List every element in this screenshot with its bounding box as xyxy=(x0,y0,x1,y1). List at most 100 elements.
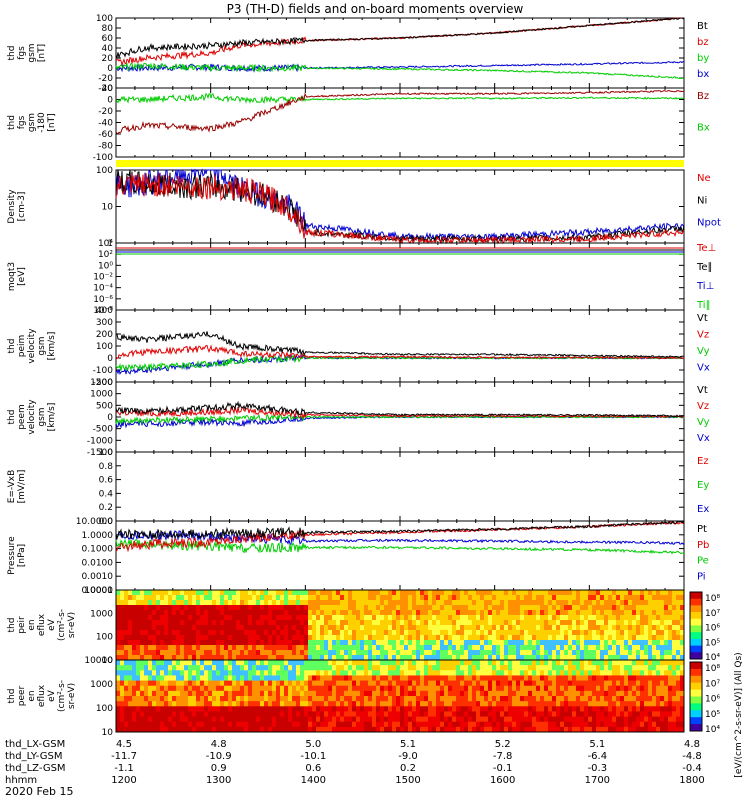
spectrogram-cell xyxy=(248,600,253,606)
spectrogram-cell xyxy=(448,625,453,631)
ion-colorbar-cell xyxy=(690,605,702,613)
spectrogram-cell xyxy=(616,620,621,626)
spectrogram-cell xyxy=(456,625,461,631)
spectrogram-cell xyxy=(396,690,401,697)
spectrogram-cell xyxy=(296,620,301,626)
spectrogram-cell xyxy=(352,660,357,666)
spectrogram-cell xyxy=(368,650,373,656)
spectrogram-cell xyxy=(140,665,145,671)
y-tick-label: 0.4 xyxy=(99,489,114,499)
spectrogram-cell xyxy=(620,590,625,596)
spectrogram-cell xyxy=(152,630,157,636)
spectrogram-cell xyxy=(448,716,453,723)
spectrogram-cell xyxy=(396,620,401,626)
spectrogram-cell xyxy=(188,640,193,646)
spectrogram-cell xyxy=(196,605,201,611)
spectrogram-cell xyxy=(680,716,685,723)
spectrogram-cell xyxy=(524,701,529,707)
spectrogram-cell xyxy=(240,605,245,611)
spectrogram-cell xyxy=(324,701,329,707)
spectrogram-cell xyxy=(500,655,505,661)
spectrogram-cell xyxy=(136,711,141,718)
spectrogram-cell xyxy=(380,590,385,596)
spectrogram-cell xyxy=(404,716,409,723)
spectrogram-cell xyxy=(312,635,317,641)
spectrogram-cell xyxy=(452,640,457,646)
spectrogram-cell xyxy=(208,701,213,707)
panel-ion-spectrogram: thd peir en eflux eV (cm²-s-sr-eV)10000100010… xyxy=(7,586,685,666)
spectrogram-cell xyxy=(400,615,405,621)
spectrogram-cell xyxy=(664,595,669,601)
spectrogram-cell xyxy=(440,605,445,611)
spectrogram-cell xyxy=(428,670,433,676)
spectrogram-cell xyxy=(124,665,129,671)
spectrogram-cell xyxy=(292,635,297,641)
spectrogram-cell xyxy=(176,650,181,656)
spectrogram-cell xyxy=(420,680,425,687)
spectrogram-cell xyxy=(276,706,281,712)
spectrogram-cell xyxy=(184,625,189,631)
spectrogram-cell xyxy=(608,701,613,707)
spectrogram-cell xyxy=(428,630,433,636)
spectrogram-cell xyxy=(596,721,601,728)
spectrogram-cell xyxy=(640,685,645,692)
spectrogram-cell xyxy=(240,670,245,676)
spectrogram-cell xyxy=(664,675,669,682)
spectrogram-cell xyxy=(628,685,633,692)
spectrogram-cell xyxy=(312,675,317,682)
spectrogram-cell xyxy=(424,650,429,656)
spectrogram-cell xyxy=(124,670,129,676)
spectrogram-cell xyxy=(240,610,245,616)
ion-colorbar-cell xyxy=(690,598,702,606)
spectrogram-cell xyxy=(680,645,685,651)
spectrogram-cell xyxy=(664,670,669,676)
spectrogram-cell xyxy=(244,635,249,641)
spectrogram-cell xyxy=(144,716,149,723)
spectrogram-cell xyxy=(340,680,345,687)
spectrogram-cell xyxy=(376,610,381,616)
spectrogram-cell xyxy=(136,655,141,661)
spectrogram-cell xyxy=(372,726,377,733)
spectrogram-cell xyxy=(592,716,597,723)
spectrogram-cell xyxy=(152,701,157,707)
spectrogram-cell xyxy=(172,716,177,723)
spectrogram-cell xyxy=(160,595,165,601)
spectrogram-cell xyxy=(268,625,273,631)
spectrogram-cell xyxy=(256,650,261,656)
spectrogram-cell xyxy=(184,605,189,611)
spectrogram-cell xyxy=(220,701,225,707)
spectrogram-cell xyxy=(180,696,185,702)
spectrogram-cell xyxy=(120,645,125,651)
spectrogram-cell xyxy=(532,706,537,712)
spectrogram-cell xyxy=(256,711,261,718)
spectrogram-cell xyxy=(576,660,581,666)
spectrogram-cell xyxy=(616,711,621,718)
spectrogram-cell xyxy=(552,630,557,636)
spectrogram-cell xyxy=(228,635,233,641)
spectrogram-cell xyxy=(308,595,313,601)
spectrogram-cell xyxy=(248,701,253,707)
legend-entry: Vx xyxy=(697,433,710,444)
spectrogram-cell xyxy=(448,620,453,626)
spectrogram-cell xyxy=(308,685,313,692)
spectrogram-cell xyxy=(552,620,557,626)
spectrogram-cell xyxy=(340,670,345,676)
spectrogram-cell xyxy=(196,665,201,671)
spectrogram-cell xyxy=(316,605,321,611)
spectrogram-cell xyxy=(660,665,665,671)
spectrogram-cell xyxy=(472,665,477,671)
spectrogram-cell xyxy=(380,655,385,661)
spectrogram-cell xyxy=(116,660,121,666)
spectrogram-cell xyxy=(612,625,617,631)
spectrogram-cell xyxy=(560,675,565,682)
spectrogram-cell xyxy=(200,721,205,728)
spectrogram-cell xyxy=(132,650,137,656)
spectrogram-cell xyxy=(420,726,425,733)
spectrogram-cell xyxy=(392,610,397,616)
spectrogram-cell xyxy=(320,696,325,702)
spectrogram-cell xyxy=(392,655,397,661)
spectrogram-cell xyxy=(476,630,481,636)
spectrogram-cell xyxy=(388,595,393,601)
spectrogram-cell xyxy=(452,706,457,712)
legend-entry: Ti⊥ xyxy=(696,281,714,292)
